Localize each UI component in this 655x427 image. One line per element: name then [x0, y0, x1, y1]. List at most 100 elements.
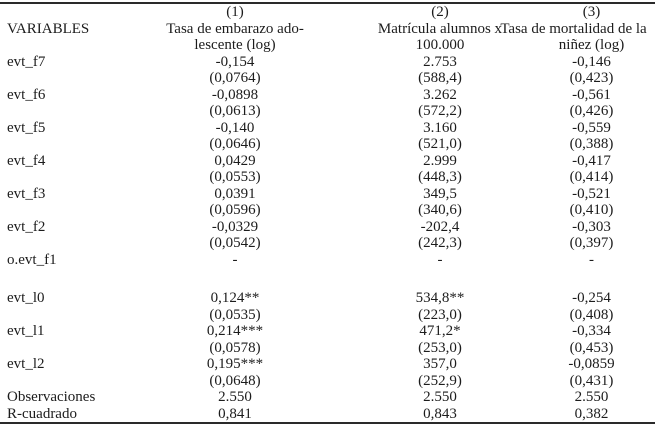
- variable-name: evt_l2: [7, 356, 45, 372]
- variable-name: o.evt_f1: [7, 251, 57, 268]
- variables-header: VARIABLES: [7, 20, 90, 37]
- empty-cell: [0, 307, 118, 324]
- variable-name: evt_f6: [7, 86, 46, 103]
- column-title-text: 100.000: [415, 37, 465, 53]
- stderr-cell: (0,0613): [209, 103, 261, 119]
- stat-label: Observaciones: [7, 389, 96, 405]
- table-row: evt_f5 -0,140 3.160 -0,559: [0, 120, 655, 137]
- empty-cell: [0, 235, 118, 252]
- stats-row-observations: Observaciones 2.550 2.550 2.550: [0, 389, 655, 406]
- table-row: o.evt_f1 - - -: [0, 252, 655, 269]
- coefficient-cell: 0,0429: [214, 152, 256, 169]
- empty-cell: [0, 340, 118, 357]
- variable-name: evt_f3: [7, 185, 46, 202]
- stat-value: 2.550: [423, 389, 457, 405]
- table-row-stderr: (0,0613) (572,2) (0,426): [0, 103, 655, 120]
- stderr-cell: (0,0535): [209, 306, 261, 323]
- column-title-row-1: VARIABLES Tasa de embarazo ado- Matrícul…: [0, 21, 655, 38]
- stderr-cell: (0,0596): [209, 202, 261, 218]
- table-row-stderr: (0,0648) (252,9) (0,431): [0, 373, 655, 390]
- table-row: evt_f3 0,0391 349,5 -0,521: [0, 186, 655, 203]
- stderr-cell: (253,0): [418, 339, 462, 356]
- table-row-stderr: (0,0542) (242,3) (0,397): [0, 235, 655, 252]
- coefficient-cell: -0,140: [215, 119, 255, 136]
- stderr-cell: (242,3): [418, 235, 462, 251]
- coefficient-cell: 3.262: [423, 86, 457, 103]
- stderr-cell: (0,426): [569, 103, 614, 119]
- coefficient-cell: 349,5: [423, 185, 457, 202]
- stat-value: 2.550: [574, 389, 609, 405]
- variable-name: evt_l0: [7, 290, 45, 306]
- table-row: evt_l0 0,124** 534,8** -0,254: [0, 290, 655, 307]
- column-title: Matrícula alumnos x: [352, 21, 528, 38]
- stderr-cell: (0,0646): [209, 136, 261, 152]
- table-row: evt_f2 -0,0329 -202,4 -0,303: [0, 219, 655, 236]
- coefficient-cell: -0,303: [572, 218, 611, 235]
- table-header: (1) (2) (3) VARIABLES Tasa de embarazo a…: [0, 3, 655, 54]
- coefficient-cell: -0,254: [572, 290, 611, 306]
- table-row: evt_f7 -0,154 2.753 -0,146: [0, 54, 655, 71]
- column-title-row-2: lescente (log) 100.000 niñez (log): [0, 37, 655, 54]
- coefficient-cell: -0,559: [572, 119, 611, 136]
- empty-cell: [0, 136, 118, 153]
- column-number: (2): [431, 4, 449, 20]
- stat-value: 2.550: [218, 389, 252, 405]
- coefficient-cell: -0,0329: [211, 218, 259, 235]
- empty-cell: [0, 37, 118, 54]
- coefficient-cell: -0,0859: [568, 356, 615, 372]
- stats-row-rsquared: R-cuadrado 0,841 0,843 0,382: [0, 406, 655, 424]
- column-title-text: Tasa de embarazo ado-: [166, 20, 304, 37]
- variable-name: evt_l1: [7, 323, 45, 339]
- stat-value: 0,841: [218, 405, 252, 422]
- empty-cell: [0, 70, 118, 87]
- column-title: lescente (log): [118, 37, 352, 54]
- column-title-text: niñez (log): [558, 37, 625, 53]
- coefficient-cell: -0,561: [572, 86, 611, 103]
- stderr-cell: (0,397): [569, 235, 614, 251]
- stderr-cell: (0,0553): [209, 169, 261, 185]
- stderr-cell: (0,453): [569, 339, 614, 356]
- coefficient-cell: 0,124**: [210, 290, 260, 306]
- omitted-cell: -: [232, 251, 238, 268]
- stderr-cell: (0,0542): [209, 235, 261, 251]
- coefficient-cell: -202,4: [420, 218, 460, 235]
- empty-cell: [0, 169, 118, 186]
- table-row-stderr: (0,0535) (223,0) (0,408): [0, 307, 655, 324]
- stderr-cell: (0,388): [569, 136, 614, 152]
- stderr-cell: (0,408): [569, 306, 614, 323]
- variable-name: evt_f5: [7, 119, 46, 136]
- table-row-stderr: (0,0553) (448,3) (0,414): [0, 169, 655, 186]
- table-row-stderr: (0,0596) (340,6) (0,410): [0, 202, 655, 219]
- stderr-cell: (0,0648): [209, 372, 261, 389]
- column-number: (3): [582, 4, 601, 20]
- stat-value: 0,382: [574, 405, 609, 422]
- table-row: evt_f6 -0,0898 3.262 -0,561: [0, 87, 655, 104]
- variable-name: evt_f4: [7, 152, 46, 169]
- empty-cell: [0, 268, 655, 290]
- coefficient-cell: -0,0898: [211, 86, 259, 103]
- column-number: (1): [226, 4, 244, 20]
- coefficient-cell: 3.160: [423, 119, 457, 136]
- spacer-row: [0, 268, 655, 290]
- coefficient-cell: 2.999: [423, 152, 457, 169]
- coefficient-cell: 0,0391: [214, 185, 256, 202]
- omitted-cell: -: [437, 251, 443, 268]
- table-row: evt_f4 0,0429 2.999 -0,417: [0, 153, 655, 170]
- column-number-row: (1) (2) (3): [0, 3, 655, 21]
- column-title-text: Tasa de mortalidad de la: [500, 20, 647, 37]
- empty-cell: [0, 103, 118, 120]
- column-title: Tasa de mortalidad de la: [500, 21, 655, 38]
- table-row-stderr: (0,0764) (588,4) (0,423): [0, 70, 655, 87]
- coefficient-cell: -0,417: [572, 152, 611, 169]
- coefficient-cell: 0,214***: [206, 323, 264, 339]
- column-title-text: Matrícula alumnos x: [377, 20, 503, 37]
- table-body: evt_f7 -0,154 2.753 -0,146 (0,0764) (588…: [0, 54, 655, 424]
- stderr-cell: (572,2): [418, 103, 462, 119]
- coefficient-cell: -0,334: [572, 323, 611, 339]
- stderr-cell: (252,9): [418, 372, 462, 389]
- table-row-stderr: (0,0578) (253,0) (0,453): [0, 340, 655, 357]
- variable-name: evt_f7: [7, 53, 46, 70]
- variable-name: evt_f2: [7, 218, 46, 235]
- coefficient-cell: 471,2*: [419, 323, 461, 339]
